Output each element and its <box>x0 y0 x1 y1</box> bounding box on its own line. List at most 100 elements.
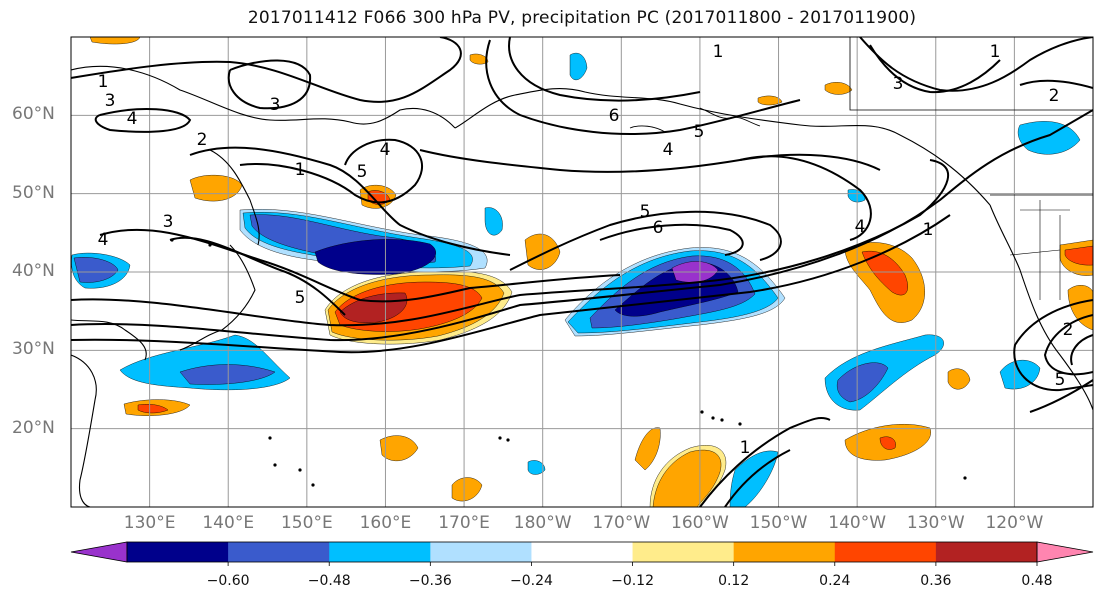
pv-contours <box>71 37 1093 507</box>
precip-negative-area <box>73 257 119 283</box>
island <box>700 410 704 414</box>
pv-contour-6 <box>508 37 701 102</box>
pv-contour-4 <box>739 155 872 241</box>
pv-contour-label: 3 <box>163 212 174 232</box>
precip-positive-area <box>861 250 908 296</box>
colorbar-tick-label: 0.12 <box>718 573 750 589</box>
pv-contour-label: 2 <box>197 130 208 150</box>
island <box>298 468 302 472</box>
pv-contour-label: 4 <box>855 217 866 237</box>
coastline-asia <box>71 65 456 129</box>
pv-contour-label: 3 <box>270 95 281 115</box>
lon-label: 120°W <box>985 513 1044 533</box>
lat-label: 30°N <box>12 339 55 360</box>
lon-label: 160°W <box>671 513 729 533</box>
precip-negative-area <box>179 364 276 385</box>
lon-label: 170°W <box>592 513 651 533</box>
lat-label: 50°N <box>12 182 55 203</box>
island <box>498 436 502 440</box>
coastlines <box>71 37 1093 507</box>
lat-label: 60°N <box>12 104 55 125</box>
pv-contour-3 <box>189 146 511 256</box>
pv-contour-label: 2 <box>1063 320 1074 340</box>
colorbar-swatch <box>329 542 431 562</box>
precip-negative-area <box>484 207 503 236</box>
pv-contour-label: 6 <box>609 106 620 126</box>
pv-contour-5 <box>509 210 782 271</box>
pv-contour-1 <box>71 214 951 354</box>
pv-contour-2 <box>1043 314 1093 376</box>
pv-contour-2 <box>71 159 950 327</box>
island <box>963 476 967 480</box>
pv-contour-1 <box>699 417 831 507</box>
island <box>273 463 277 467</box>
colorbar-tick-label: 0.36 <box>920 573 952 589</box>
lon-label: 140°E <box>202 513 255 533</box>
pv-contour-3 <box>1070 334 1093 366</box>
pv-contour-label: 1 <box>295 160 306 180</box>
precip-positive-area <box>757 95 783 106</box>
pv-contour-label: 5 <box>694 122 705 142</box>
colorbar-swatch <box>531 542 634 562</box>
colorbar-swatch <box>430 542 532 562</box>
colorbar-tick-label: 0.48 <box>1021 573 1053 589</box>
colorbar <box>70 541 1094 566</box>
coastline-alaska <box>454 88 991 206</box>
pv-contour-label: 1 <box>740 438 751 458</box>
pv-contour-label: 2 <box>1049 86 1060 106</box>
colorbar-tick-label: 0.24 <box>819 573 851 589</box>
lat-label: 20°N <box>12 417 55 438</box>
precip-negative-area <box>527 460 546 475</box>
lon-label: 170°E <box>438 513 490 533</box>
pv-contour-label: 5 <box>295 288 306 308</box>
chart-title: 2017011412 F066 300 hPa PV, precipitatio… <box>247 8 917 28</box>
pv-contour-4 <box>169 236 346 316</box>
island <box>738 422 742 426</box>
precip-positive-area <box>1067 285 1093 331</box>
precip-negative-area <box>847 189 866 203</box>
precip-negative-area <box>1017 121 1081 155</box>
precip-positive-area <box>879 436 896 450</box>
pv-contour-label: 1 <box>990 42 1001 62</box>
colorbar-tick-label: −0.36 <box>408 573 452 589</box>
map-frame <box>70 36 1094 508</box>
pv-contour-label: 5 <box>357 162 368 182</box>
island <box>268 436 272 440</box>
precip-negative-area <box>569 52 588 81</box>
pv-contour-label: 6 <box>653 218 664 238</box>
precip-positive-area <box>634 427 661 471</box>
colorbar-swatch <box>834 542 937 562</box>
lon-label: 180°W <box>513 513 572 533</box>
coastline-aleutians <box>629 125 666 133</box>
pv-contour-label: 3 <box>893 74 904 94</box>
pv-contour-label: 5 <box>640 202 651 222</box>
colorbar-tick-label: −0.12 <box>611 573 654 589</box>
coastline-japan <box>179 244 256 351</box>
pv-contour-2 <box>71 37 462 103</box>
colorbar-swatch <box>632 542 735 562</box>
colorbar-tick-label: −0.48 <box>307 573 351 589</box>
pv-contour-6 <box>599 223 744 256</box>
pv-contour-label: 5 <box>1055 370 1066 390</box>
island <box>711 416 715 420</box>
pv-contour-label: 3 <box>105 91 116 111</box>
pv-contour-label: 1 <box>98 72 109 92</box>
pv-contour-1 <box>71 109 1093 342</box>
precip-positive-area <box>379 435 419 462</box>
lon-label: 130°W <box>906 513 965 533</box>
colorbar-swatch <box>228 542 330 562</box>
precipitation-shading <box>71 37 1093 507</box>
precip-positive-area <box>947 368 971 390</box>
pv-contour-4 <box>419 149 881 173</box>
island <box>720 418 724 422</box>
graticule <box>71 37 1093 507</box>
pv-contour-label: 4 <box>127 109 138 129</box>
pv-contour-2 <box>1019 79 1093 89</box>
precip-positive-area <box>137 404 169 414</box>
island <box>311 483 315 487</box>
pv-contour-1 <box>724 449 791 507</box>
precip-positive-area <box>824 82 853 95</box>
coastline-china-south <box>71 354 97 507</box>
